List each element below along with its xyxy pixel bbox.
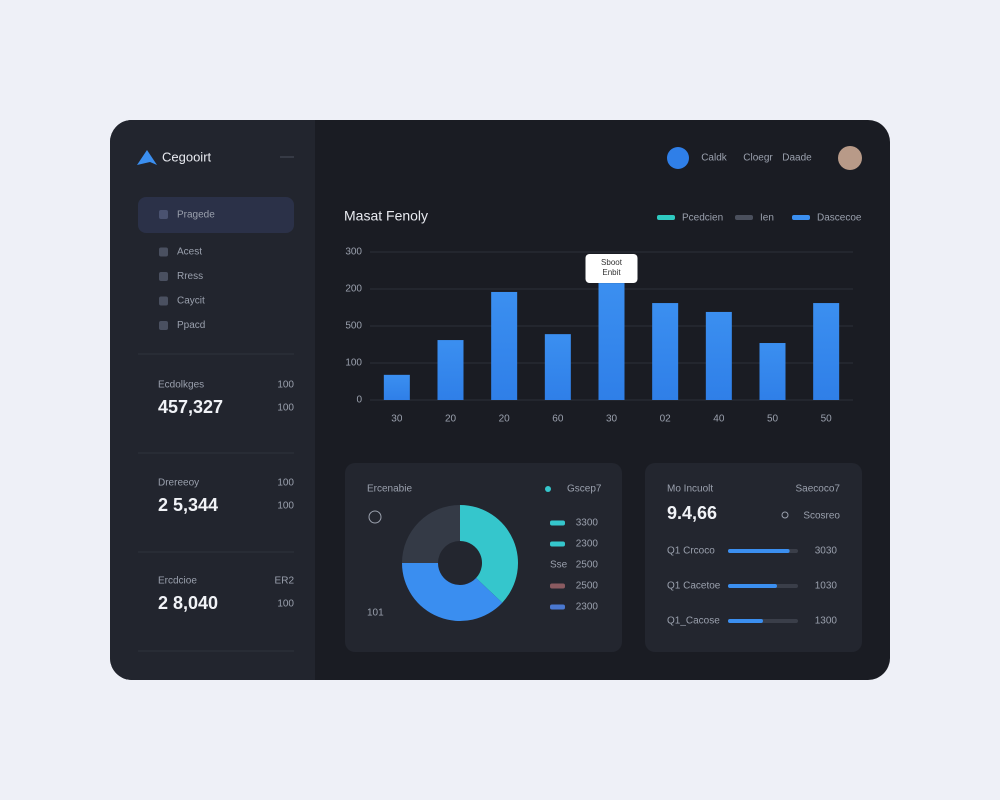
summary-note: Scosreo <box>803 511 840 522</box>
legend-label: Pcedcien <box>682 213 723 224</box>
legend-value: 3300 <box>576 518 599 529</box>
avatar[interactable] <box>838 146 862 170</box>
progress-bar <box>728 549 790 553</box>
legend-swatch <box>550 520 565 526</box>
stat-value: 2 5,344 <box>158 495 218 515</box>
stat-side: 100 <box>277 380 294 391</box>
sidebar <box>110 120 315 680</box>
bar <box>598 283 625 400</box>
stat-value: 2 8,040 <box>158 593 218 613</box>
x-tick-label: 40 <box>713 414 725 425</box>
footnote: 101 <box>367 608 384 619</box>
tooltip <box>585 254 638 283</box>
x-tick-label: 20 <box>499 414 511 425</box>
summary-title: Mo Incuolt <box>667 484 713 495</box>
x-tick-label: 02 <box>660 414 672 425</box>
progress-bar <box>728 619 763 623</box>
donut-slice <box>460 505 518 603</box>
nav-icon <box>159 296 168 306</box>
tooltip-text: Sboot <box>601 258 623 267</box>
y-tick-label: 300 <box>345 247 362 258</box>
nav-label[interactable]: Acest <box>177 247 202 258</box>
legend-value: 2500 <box>576 581 599 592</box>
legend-swatch <box>550 583 565 589</box>
bar <box>491 291 518 400</box>
x-tick-label: 60 <box>552 414 564 425</box>
legend-label: Ien <box>760 213 774 224</box>
summary-value: 9.4,66 <box>667 503 717 523</box>
tooltip-text: Enbit <box>602 268 621 277</box>
row-label: Q1 Cacetoe <box>667 581 721 592</box>
x-tick-label: 50 <box>821 414 833 425</box>
summary-card <box>645 463 862 652</box>
y-tick-label: 100 <box>345 358 362 369</box>
brand: Cegooirt <box>162 149 212 164</box>
nav-icon <box>159 272 168 281</box>
legend-swatch <box>792 215 810 220</box>
bar <box>383 374 410 400</box>
x-tick-label: 30 <box>606 414 618 425</box>
legend-value: 2300 <box>576 539 599 550</box>
nav-icon <box>159 321 168 330</box>
bar <box>759 343 786 400</box>
bar <box>437 340 464 400</box>
bar <box>813 303 840 400</box>
bar <box>705 311 732 400</box>
bar <box>544 334 571 400</box>
donut-legend: Gscep7 <box>567 484 602 495</box>
stat-side: ER2 <box>275 576 295 587</box>
legend-swatch <box>657 215 675 220</box>
donut-slice <box>402 505 460 563</box>
y-tick-label: 500 <box>345 321 362 332</box>
legend-swatch <box>735 215 753 220</box>
legend-value: 2500 <box>576 560 599 571</box>
nav-label[interactable]: Ppacd <box>177 320 205 331</box>
nav-icon <box>159 247 168 257</box>
stat-value: 457,327 <box>158 397 223 417</box>
legend-label: Dascecoe <box>817 213 862 224</box>
y-tick-label: 200 <box>345 284 362 295</box>
donut-title: Ercenabie <box>367 484 412 495</box>
stat-label: Ercdcioe <box>158 576 197 587</box>
icon <box>368 510 382 524</box>
row-value: 1030 <box>815 581 838 592</box>
legend-swatch <box>550 541 565 547</box>
x-tick-label: 20 <box>445 414 457 425</box>
stat-side: 100 <box>277 403 294 414</box>
y-tick-label: 0 <box>356 395 362 406</box>
header-item[interactable]: Daade <box>782 153 812 164</box>
x-tick-label: 30 <box>391 414 403 425</box>
row-value: 1300 <box>815 616 838 627</box>
header-item[interactable]: Cloegr <box>743 153 773 164</box>
header-item[interactable]: Caldk <box>701 153 728 164</box>
nav-label[interactable]: Caycit <box>177 296 205 307</box>
logo <box>137 150 157 165</box>
stat-side: 100 <box>277 478 294 489</box>
icon-button[interactable] <box>667 147 689 169</box>
nav-icon <box>159 210 168 219</box>
summary-subtitle: Saecoco7 <box>796 484 841 495</box>
nav-label[interactable]: Rress <box>177 271 203 282</box>
nav-label[interactable]: Pragede <box>177 210 215 221</box>
bar <box>652 303 679 400</box>
row-label: Q1 Crcoco <box>667 546 715 557</box>
legend-value: 2300 <box>576 602 599 613</box>
donut-slice <box>402 563 503 621</box>
x-tick-label: 50 <box>767 414 779 425</box>
stat-label: Ecdolkges <box>158 380 204 391</box>
progress-bar <box>728 584 777 588</box>
row-value: 3030 <box>815 546 838 557</box>
stat-label: Drereeoy <box>158 478 199 489</box>
legend-dot <box>545 486 551 492</box>
chart-title: Masat Fenoly <box>344 208 428 224</box>
icon <box>781 511 789 519</box>
stat-side: 100 <box>277 599 294 610</box>
legend-swatch <box>550 604 565 610</box>
nav-active[interactable] <box>138 197 294 233</box>
row-label: Q1_Cacose <box>667 616 720 627</box>
legend-prefix: Sse <box>550 560 568 571</box>
stat-side: 100 <box>277 501 294 512</box>
